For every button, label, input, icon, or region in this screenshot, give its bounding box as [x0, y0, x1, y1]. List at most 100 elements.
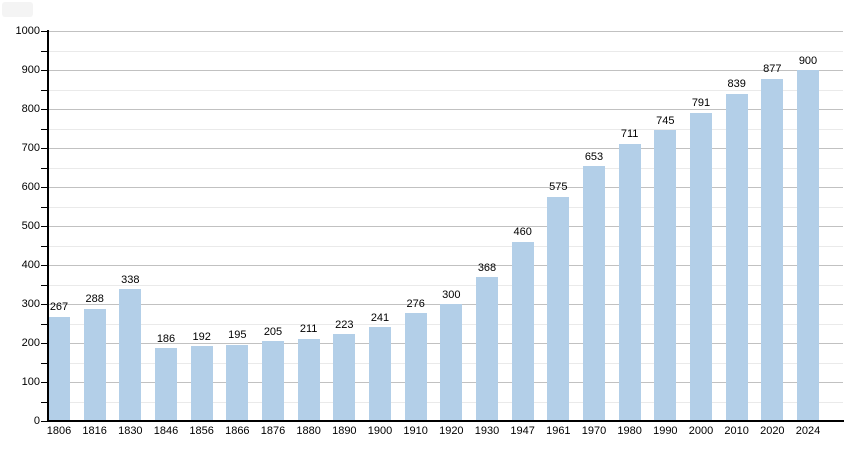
x-tick-label: 1880	[296, 425, 321, 437]
bar	[797, 70, 819, 421]
x-tick-label: 1920	[439, 425, 464, 437]
minor-gridline	[47, 128, 843, 130]
bar-value-label: 192	[192, 330, 211, 343]
bar	[119, 289, 142, 421]
y-tick-mark	[41, 245, 47, 247]
y-tick-mark	[41, 323, 47, 325]
minor-gridline	[47, 206, 843, 208]
y-tick-mark	[41, 50, 47, 52]
bar-value-label: 267	[49, 301, 69, 314]
bar-value-label: 460	[513, 226, 532, 239]
bar	[725, 93, 748, 421]
y-tick-mark	[41, 70, 47, 71]
y-tick-mark	[41, 206, 47, 208]
y-tick-mark	[41, 284, 47, 286]
y-tick-mark	[41, 31, 47, 32]
bar-value-label: 205	[263, 325, 283, 338]
minor-gridline	[47, 89, 843, 91]
y-tick-mark	[41, 167, 47, 169]
x-tick-label: 2020	[760, 425, 785, 437]
bar	[297, 338, 320, 421]
y-tick-label: 900	[21, 63, 40, 76]
major-gridline	[47, 226, 843, 227]
bar	[48, 316, 70, 421]
y-tick-mark	[41, 226, 47, 227]
x-axis-line	[46, 420, 844, 422]
x-tick-label: 1947	[510, 425, 535, 437]
bar-value-label: 300	[442, 288, 461, 301]
y-tick-mark	[41, 109, 47, 110]
y-tick-mark	[41, 265, 47, 266]
y-tick-label: 600	[21, 180, 40, 193]
x-tick-label: 1980	[617, 425, 642, 437]
y-tick-mark	[41, 148, 47, 149]
x-tick-label: 1961	[546, 425, 571, 437]
bar	[511, 241, 534, 421]
y-tick-label: 1000	[15, 24, 40, 37]
bar-value-label: 711	[620, 128, 639, 141]
x-tick-label: 1816	[82, 425, 107, 437]
x-tick-label: 2024	[795, 425, 821, 437]
bar-value-label: 653	[584, 150, 604, 163]
bar-value-label: 186	[156, 332, 176, 345]
bar	[83, 308, 106, 421]
y-tick-label: 300	[21, 297, 40, 310]
y-tick-mark	[41, 343, 47, 344]
bar	[262, 341, 284, 421]
y-tick-mark	[41, 421, 47, 422]
minor-gridline	[47, 245, 843, 247]
x-tick-label: 1890	[332, 425, 357, 437]
bar-value-label: 839	[727, 78, 746, 91]
x-tick-label: 1866	[225, 425, 250, 437]
bar	[654, 130, 677, 421]
bar	[690, 112, 712, 421]
bar	[618, 143, 641, 421]
minor-gridline	[47, 284, 843, 286]
x-tick-label: 1856	[189, 425, 214, 437]
x-tick-label: 1930	[474, 425, 500, 437]
bar-value-label: 575	[549, 181, 568, 194]
bar	[547, 196, 570, 421]
y-tick-mark	[41, 128, 47, 130]
x-tick-label: 2000	[688, 425, 714, 437]
x-tick-label: 1900	[367, 425, 393, 437]
major-gridline	[47, 31, 843, 32]
bar-value-label: 791	[691, 97, 711, 109]
y-tick-label: 400	[21, 258, 40, 271]
y-axis-line	[46, 30, 49, 422]
x-tick-label: 1990	[653, 425, 678, 437]
y-tick-mark	[41, 89, 47, 91]
bar-value-label: 745	[656, 114, 675, 127]
bar-value-label: 900	[798, 54, 818, 67]
bar	[583, 166, 605, 421]
bar-value-label: 368	[477, 261, 497, 274]
bar-value-label: 241	[370, 311, 390, 324]
bar	[761, 78, 784, 421]
x-tick-label: 1970	[581, 425, 607, 437]
bar	[190, 346, 213, 421]
bar-value-label: 195	[228, 329, 247, 342]
major-gridline	[47, 70, 843, 71]
bar	[155, 348, 177, 421]
bar-value-label: 877	[763, 63, 782, 76]
bar-value-label: 276	[406, 297, 425, 310]
y-tick-mark	[41, 304, 47, 305]
x-tick-label: 1806	[46, 425, 72, 437]
bar	[333, 334, 356, 421]
bar-value-label: 211	[299, 323, 318, 336]
y-tick-label: 100	[21, 375, 40, 388]
y-tick-label: 500	[21, 219, 40, 232]
minor-gridline	[47, 50, 843, 52]
major-gridline	[47, 187, 843, 188]
y-tick-mark	[41, 362, 47, 364]
y-tick-label: 0	[33, 414, 40, 427]
y-tick-mark	[41, 401, 47, 403]
y-tick-label: 800	[21, 102, 40, 115]
bar-value-label: 223	[335, 318, 354, 331]
minor-gridline	[47, 167, 843, 169]
y-tick-label: 700	[21, 141, 40, 154]
x-tick-label: 1830	[118, 425, 143, 437]
y-tick-mark	[41, 382, 47, 383]
